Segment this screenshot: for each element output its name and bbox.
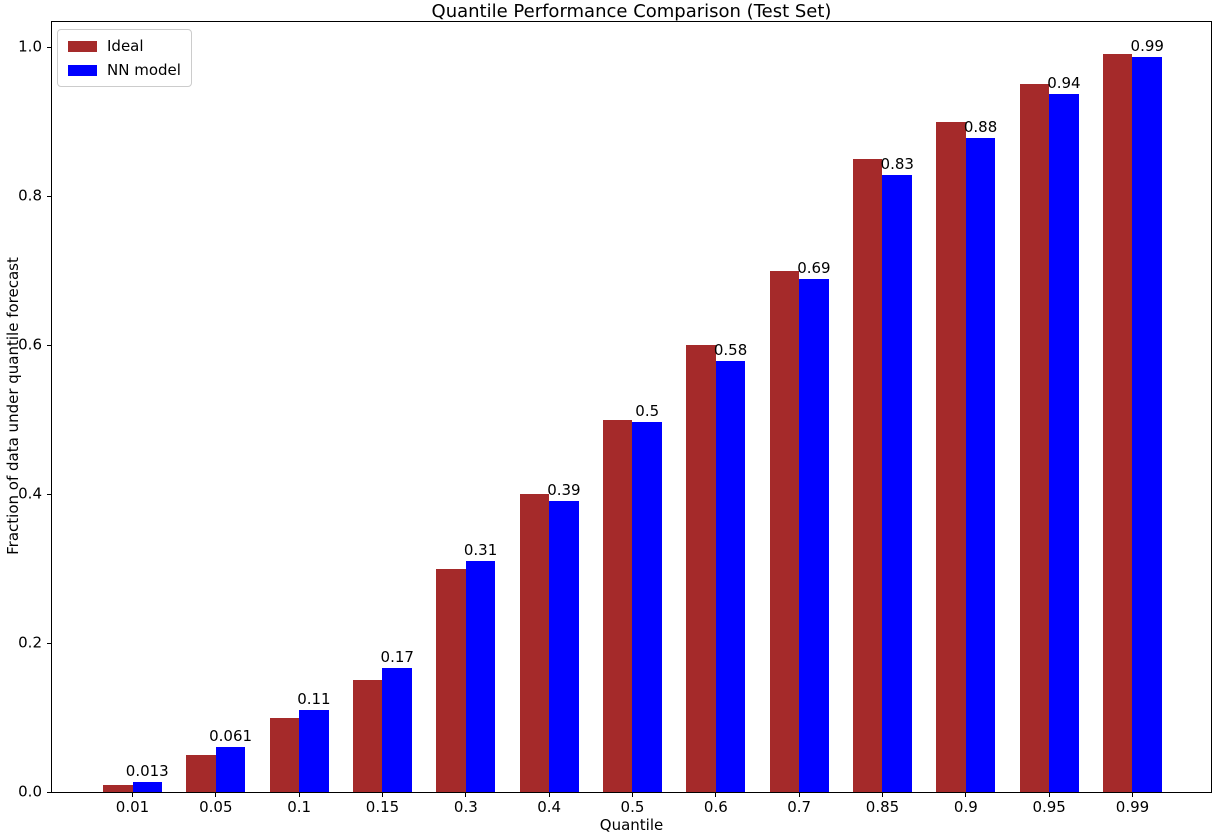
- bar-value-label: 0.58: [713, 340, 748, 359]
- bar-value-label: 0.013: [125, 762, 169, 781]
- bar-nn-model: [965, 137, 996, 792]
- x-tick-label: 0.7: [787, 798, 812, 816]
- bar-value-label: 0.99: [1130, 36, 1164, 55]
- legend-item-nn-model: NN model: [68, 62, 181, 78]
- bar-nn-model: [715, 360, 746, 792]
- bar-ideal: [352, 680, 383, 792]
- y-tick-mark: [47, 791, 51, 793]
- y-tick-label: 1.0: [18, 37, 42, 56]
- bar-ideal: [436, 568, 466, 792]
- bar-value-label: 0.83: [880, 155, 914, 174]
- bar-ideal: [186, 754, 216, 792]
- x-tick-label: 0.99: [1115, 798, 1150, 816]
- x-tick-mark: [132, 793, 133, 797]
- x-tick-label: 0.85: [865, 798, 900, 816]
- bar-ideal: [686, 345, 716, 792]
- y-tick-label: 0.4: [18, 484, 42, 503]
- x-tick-mark: [465, 793, 467, 797]
- x-tick-label: 0.6: [703, 798, 728, 816]
- x-tick-label: 0.1: [287, 798, 312, 816]
- chart-title: Quantile Performance Comparison (Test Se…: [431, 1, 832, 22]
- bar-nn-model: [632, 421, 662, 792]
- bar-ideal: [269, 717, 300, 792]
- x-tick-mark: [798, 793, 800, 797]
- bar-value-label: 0.5: [635, 401, 660, 420]
- bar-nn-model: [382, 667, 412, 792]
- x-tick-mark: [631, 793, 633, 797]
- x-tick-mark: [1048, 793, 1050, 797]
- y-tick-label: 0.0: [18, 782, 42, 801]
- bar-ideal: [1019, 84, 1050, 792]
- x-tick-label: 0.9: [953, 798, 978, 816]
- bar-value-label: 0.88: [963, 117, 998, 136]
- y-axis-label: Fraction of data under quantile forecast: [4, 257, 22, 555]
- legend-label-nn-model: NN model: [107, 61, 181, 79]
- x-tick-mark: [1131, 793, 1133, 797]
- x-tick-label: 0.4: [537, 798, 562, 816]
- legend-item-ideal: Ideal: [68, 38, 181, 54]
- y-tick-mark: [47, 46, 51, 48]
- bar-value-label: 0.31: [463, 541, 498, 560]
- y-tick-label: 0.2: [18, 633, 42, 652]
- bar-value-label: 0.69: [797, 259, 831, 278]
- x-tick-mark: [965, 793, 967, 797]
- bar-value-label: 0.39: [547, 481, 581, 500]
- x-tick-label: 0.5: [620, 798, 645, 816]
- bar-ideal: [936, 121, 966, 792]
- bar-value-label: 0.17: [380, 647, 414, 666]
- legend-swatch-ideal: [68, 40, 97, 52]
- x-tick-mark: [881, 793, 883, 797]
- x-tick-label: 0.05: [199, 798, 233, 816]
- plot-area: 0.013 0.061 0.11 0.17 0.31 0.39 0.5 0.58 0.69 0.8…: [51, 21, 1212, 793]
- y-tick-mark: [47, 344, 51, 346]
- bar-ideal: [769, 270, 800, 792]
- bar-ideal: [852, 158, 883, 792]
- bar-ideal: [1102, 54, 1133, 792]
- bar-nn-model: [132, 782, 162, 792]
- x-tick-mark: [215, 793, 217, 797]
- y-tick-mark: [47, 493, 51, 495]
- x-tick-mark: [548, 793, 550, 797]
- x-tick-mark: [298, 793, 300, 797]
- x-tick-label: 0.95: [1032, 798, 1066, 816]
- bar-value-label: 0.94: [1047, 73, 1081, 92]
- bar-value-label: 0.11: [297, 690, 331, 709]
- x-axis-label: Quantile: [599, 816, 664, 834]
- legend-label-ideal: Ideal: [107, 37, 144, 55]
- y-tick-mark: [47, 195, 51, 197]
- bar-nn-model: [215, 746, 246, 792]
- bar-ideal: [519, 494, 550, 792]
- y-tick-label: 0.8: [18, 186, 42, 205]
- x-tick-mark: [715, 793, 717, 797]
- y-tick-mark: [47, 642, 51, 644]
- bar-nn-model: [299, 710, 329, 792]
- bar-nn-model: [882, 175, 912, 792]
- x-tick-label: 0.15: [365, 798, 400, 816]
- bar-ideal: [602, 419, 633, 792]
- bar-nn-model: [799, 279, 829, 792]
- bar-nn-model: [1132, 56, 1162, 792]
- bar-nn-model: [1049, 93, 1079, 792]
- legend-swatch-nn-model: [68, 64, 97, 76]
- y-tick-label: 0.6: [18, 335, 42, 354]
- x-tick-mark: [381, 793, 383, 797]
- bar-nn-model: [549, 501, 579, 792]
- bar-ideal: [103, 784, 133, 792]
- x-tick-label: 0.3: [453, 798, 478, 816]
- bar-nn-model: [465, 561, 496, 792]
- bar-value-label: 0.061: [209, 726, 253, 745]
- x-tick-label: 0.01: [115, 798, 150, 816]
- legend: Ideal NN model: [57, 29, 192, 87]
